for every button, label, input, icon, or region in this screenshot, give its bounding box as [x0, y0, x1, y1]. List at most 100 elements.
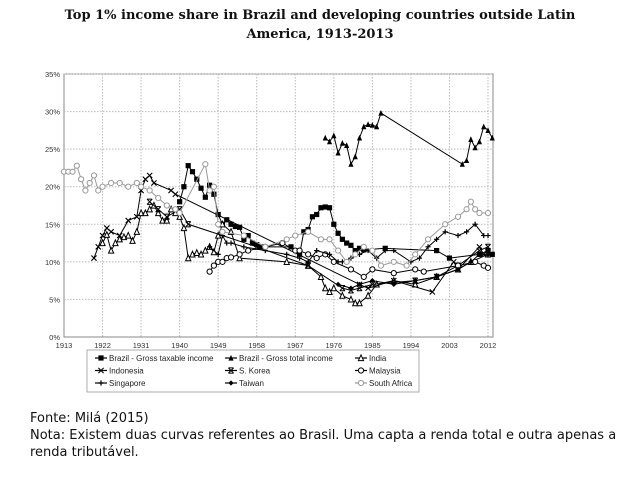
marker-diamond — [412, 278, 418, 284]
marker-x — [172, 191, 179, 198]
x-tick-label: 1985 — [364, 341, 381, 350]
marker-square — [318, 205, 324, 211]
y-tick-label: 5% — [49, 295, 60, 304]
marker-circle — [73, 162, 80, 169]
marker-circle — [335, 247, 342, 254]
marker-triangle — [326, 138, 333, 145]
marker-circle — [369, 266, 376, 273]
marker-square — [339, 236, 345, 242]
legend-item: Malaysia — [355, 367, 401, 376]
marker-x — [90, 255, 97, 262]
marker-diamond — [228, 380, 234, 386]
marker-square — [189, 169, 196, 175]
x-tick-label: 1913 — [56, 341, 73, 350]
legend-label: Taiwan — [239, 379, 264, 388]
marker-square — [258, 244, 264, 250]
marker-triangle — [365, 121, 371, 127]
marker-open-triangle — [339, 291, 346, 299]
marker-diamond — [455, 266, 461, 272]
marker-open-triangle — [99, 238, 106, 247]
marker-triangle — [322, 134, 328, 141]
marker-circle — [137, 183, 145, 190]
marker-square — [489, 251, 495, 257]
x-tick-label: 1922 — [94, 341, 111, 350]
marker-triangle — [228, 354, 234, 361]
marker-triangle — [361, 123, 367, 130]
marker-open-triangle — [351, 298, 359, 307]
legend-item: Brazil - Gross taxable income — [95, 354, 214, 363]
marker-square — [322, 204, 328, 210]
marker-circle — [313, 255, 320, 262]
marker-open-triangle — [107, 246, 115, 254]
marker-triangle — [481, 123, 487, 130]
marker-plus — [314, 247, 320, 254]
legend: Brazil - Gross taxable income Brazil - Gr… — [86, 349, 420, 393]
legend-label: Indonesia — [109, 367, 144, 376]
legend-label: S. Korea — [239, 367, 271, 376]
marker-circle — [442, 221, 449, 228]
marker-square — [228, 221, 234, 227]
legend-label: Malaysia — [369, 367, 401, 376]
marker-square — [288, 244, 294, 250]
marker-circle — [262, 243, 269, 250]
marker-circle — [219, 228, 226, 235]
marker-asterisk — [476, 247, 483, 254]
marker-circle — [78, 176, 85, 183]
y-tick-label: 35% — [45, 70, 60, 79]
y-tick-label: 10% — [45, 258, 60, 267]
marker-open-triangle — [137, 208, 145, 217]
marker-circle — [155, 194, 162, 202]
legend-item: Brazil - Gross total income — [225, 354, 333, 363]
x-tick-label: 1994 — [403, 341, 420, 350]
marker-square — [98, 355, 104, 361]
marker-open-triangle — [321, 283, 329, 292]
marker-plus — [472, 221, 478, 227]
legend-label: Brazil - Gross taxable income — [109, 354, 214, 363]
marker-circle — [202, 161, 209, 168]
marker-square — [185, 163, 191, 169]
marker-x — [150, 179, 157, 186]
x-tick-label: 2012 — [480, 341, 497, 350]
series-brazil-gross-total-income — [322, 109, 495, 167]
y-tick-label: 15% — [45, 220, 60, 229]
legend-item: India — [355, 353, 387, 363]
marker-open-triangle — [347, 295, 355, 303]
marker-triangle — [472, 144, 478, 151]
marker-circle — [146, 187, 153, 194]
legend-label: Brazil - Gross total income — [239, 354, 333, 363]
marker-open-triangle — [124, 231, 132, 239]
x-tick-label: 1940 — [171, 341, 188, 350]
series-malaysia — [206, 239, 492, 280]
marker-open-triangle — [184, 253, 192, 262]
marker-circle — [210, 262, 217, 269]
marker-circle — [305, 251, 312, 258]
marker-circle — [240, 232, 247, 239]
marker-open-triangle — [364, 291, 372, 299]
chart-title-line-2: America, 1913-2013 — [246, 27, 394, 42]
marker-plus — [215, 251, 221, 257]
marker-circle — [283, 236, 290, 243]
y-tick-label: 0% — [49, 333, 60, 342]
x-tick-label: 1967 — [287, 341, 304, 350]
marker-circle — [219, 258, 226, 265]
marker-circle — [412, 251, 419, 258]
marker-square — [335, 230, 341, 236]
marker-square — [434, 247, 440, 254]
marker-square — [241, 236, 247, 242]
marker-square — [207, 182, 213, 188]
marker-circle — [360, 243, 367, 250]
x-tick-label: 1931 — [133, 341, 150, 350]
marker-square — [356, 245, 363, 251]
marker-circle — [95, 187, 102, 194]
marker-triangle — [489, 134, 495, 141]
marker-circle — [347, 266, 355, 273]
legend-label: India — [369, 354, 387, 363]
marker-triangle — [369, 121, 375, 128]
marker-open-triangle — [146, 204, 154, 213]
marker-plus — [98, 380, 104, 386]
marker-triangle — [485, 127, 491, 133]
marker-triangle — [374, 123, 380, 130]
legend-item: S. Korea — [225, 367, 271, 376]
marker-x — [429, 288, 436, 295]
marker-square — [352, 247, 358, 254]
